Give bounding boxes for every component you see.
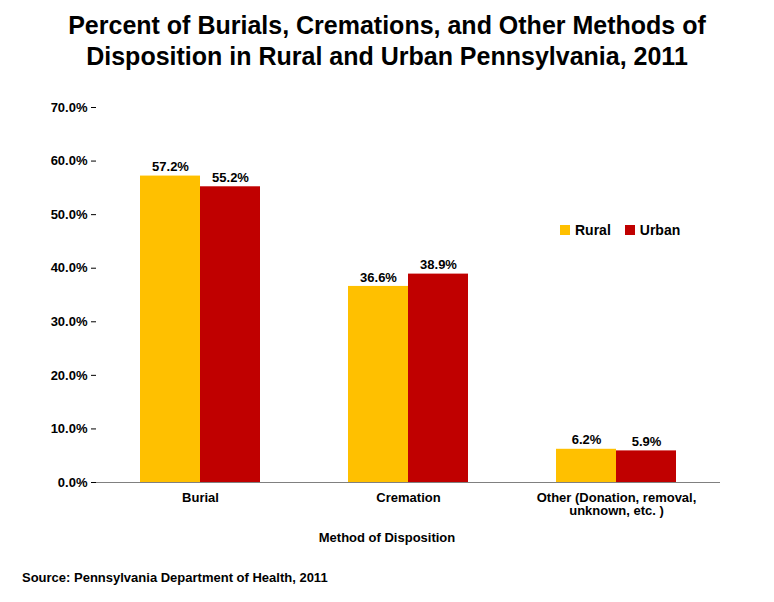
svg-text:57.2%: 57.2% xyxy=(152,159,189,174)
html-text:Method of Disposition: Method of Disposition xyxy=(318,530,456,545)
svg-text:6.2%: 6.2% xyxy=(572,432,602,447)
svg-text:Other (Donation, removal,unkno: Other (Donation, removal,unknown, etc. ) xyxy=(537,490,697,518)
svg-text:0.0%: 0.0% xyxy=(58,475,88,490)
html-text:Source: Pennsylvania Departmen: Source: Pennsylvania Department of Healt… xyxy=(22,570,328,585)
html-text:Rural: Rural xyxy=(575,222,611,238)
svg-text:Cremation: Cremation xyxy=(376,490,440,505)
svg-text:30.0%: 30.0% xyxy=(51,314,88,329)
svg-text:50.0%: 50.0% xyxy=(51,207,88,222)
svg-text:Burial: Burial xyxy=(182,490,219,505)
svg-text:36.6%: 36.6% xyxy=(360,270,397,285)
html-text:Urban: Urban xyxy=(639,222,681,238)
svg-text:40.0%: 40.0% xyxy=(51,260,88,275)
svg-text:5.9%: 5.9% xyxy=(632,434,662,449)
svg-text:20.0%: 20.0% xyxy=(51,368,88,383)
svg-text:38.9%: 38.9% xyxy=(420,257,457,272)
html-text:Percent of Burials, Cremations: Percent of Burials, Cremations, and Othe… xyxy=(68,11,706,70)
svg-text:55.2%: 55.2% xyxy=(212,170,249,185)
svg-text:10.0%: 10.0% xyxy=(51,421,88,436)
svg-text:70.0%: 70.0% xyxy=(51,100,88,115)
svg-text:60.0%: 60.0% xyxy=(51,153,88,168)
